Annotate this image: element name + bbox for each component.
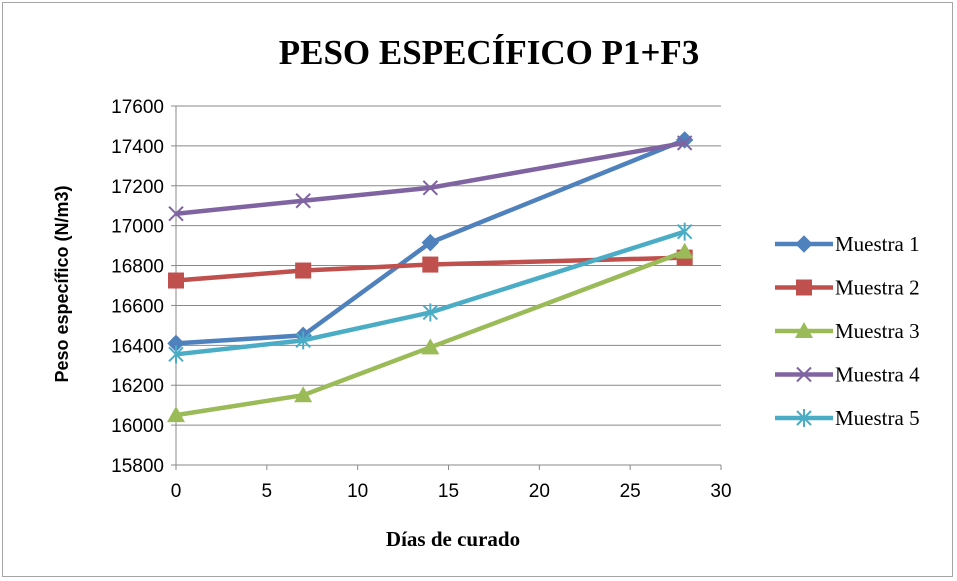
legend: Muestra 1 Muestra 2 Muestra 3 Muestra 4 Mues…	[775, 232, 920, 430]
x-axis-label: Días de curado	[386, 527, 520, 551]
data-point	[422, 303, 439, 322]
y-tick-label: 16800	[111, 257, 164, 278]
legend-marker	[795, 322, 813, 338]
x-tick-label: 25	[620, 481, 641, 502]
y-tick-label: 16000	[111, 416, 164, 437]
legend-label: Muestra 4	[835, 363, 920, 387]
data-point	[168, 205, 184, 222]
data-point	[168, 272, 184, 289]
y-axis-label: Peso específico (N/m3)	[52, 185, 72, 382]
legend-item: Muestra 1	[775, 232, 920, 256]
series-3	[167, 242, 694, 423]
plot-area	[167, 131, 694, 423]
series-line	[175, 137, 686, 346]
legend-marker	[796, 409, 812, 427]
data-point	[167, 406, 185, 423]
data-point	[295, 262, 312, 279]
legend-label: Muestra 5	[835, 406, 920, 430]
y-tick-label: 16400	[111, 336, 164, 357]
legend-item: Muestra 2	[775, 276, 920, 300]
legend-label: Muestra 2	[835, 276, 920, 300]
y-tick-label: 15800	[111, 456, 164, 477]
legend-label: Muestra 3	[835, 319, 920, 343]
legend-item: Muestra 3	[775, 319, 920, 343]
x-tick-label: 5	[262, 481, 273, 502]
series-line	[175, 229, 686, 357]
data-point	[421, 338, 440, 355]
data-point	[168, 345, 184, 364]
legend-item: Muestra 5	[775, 406, 920, 430]
y-tick-label: 17200	[111, 177, 164, 198]
data-point	[421, 233, 440, 252]
series-5	[168, 222, 693, 364]
grid	[176, 105, 721, 426]
x-tick-label: 30	[710, 481, 731, 502]
data-point	[295, 193, 311, 209]
series-line	[175, 249, 686, 418]
data-point	[676, 135, 693, 151]
legend-marker	[795, 235, 813, 253]
y-tick-label: 16200	[111, 376, 164, 397]
x-tick-label: 10	[347, 481, 368, 502]
legend-item: Muestra 4	[775, 363, 920, 387]
data-point	[676, 222, 693, 241]
x-tick-label: 0	[171, 481, 182, 502]
y-tick-label: 17000	[111, 217, 164, 238]
data-point	[295, 331, 311, 350]
data-point	[675, 242, 694, 259]
series-4	[168, 135, 693, 222]
data-point	[422, 180, 439, 196]
series-line	[175, 140, 686, 216]
y-tick-label: 16600	[111, 296, 164, 317]
y-tick-label: 17400	[111, 137, 164, 158]
data-point	[294, 386, 313, 403]
x-tick-label: 20	[529, 481, 550, 502]
y-tick-label: 17600	[111, 97, 164, 118]
data-point	[422, 256, 439, 273]
tick-labels: 15800 16000 16200 16400 16600 16800 17000 17200…	[111, 97, 731, 502]
legend-label: Muestra 1	[835, 232, 920, 256]
legend-marker	[796, 366, 812, 383]
series-line	[175, 255, 685, 283]
chart-title: PESO ESPECÍFICO P1+F3	[279, 33, 700, 72]
legend-marker	[796, 279, 812, 296]
series-2	[168, 249, 693, 289]
x-tick-label: 15	[438, 481, 459, 502]
